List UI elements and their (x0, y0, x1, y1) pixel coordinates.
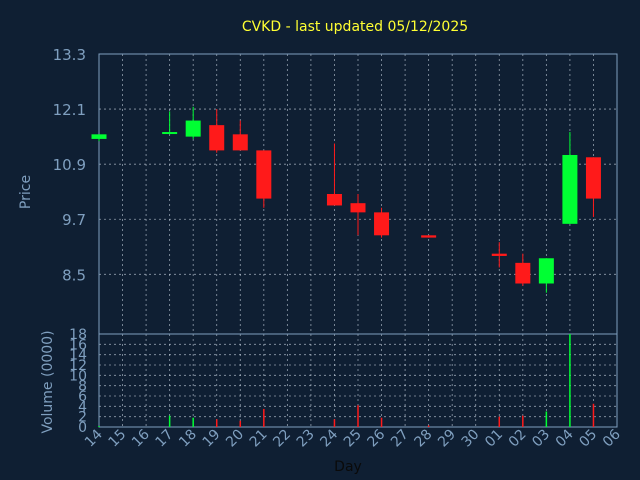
x-tick-label: 29 (435, 427, 459, 451)
x-tick-label: 24 (317, 426, 341, 450)
volume-tick-label: 14 (69, 348, 87, 364)
x-tick-label: 20 (223, 427, 247, 451)
candle-body (232, 134, 248, 151)
price-tick-label: 9.7 (62, 211, 86, 229)
x-tick-label: 05 (576, 427, 600, 451)
volume-tick-label: 10 (69, 368, 87, 384)
price-axis-label: Price (18, 175, 34, 209)
candle-body (256, 150, 272, 199)
price-tick-label: 8.5 (62, 266, 86, 284)
candle-body (209, 125, 225, 151)
price-tick-label: 12.1 (53, 101, 86, 119)
x-tick-label: 27 (388, 427, 412, 451)
candle-body (562, 154, 578, 224)
x-tick-label: 15 (105, 427, 129, 451)
x-tick-label: 06 (600, 426, 624, 450)
volume-tick-label: 18 (69, 327, 87, 343)
x-tick-label: 22 (270, 427, 294, 451)
candle-body (162, 132, 178, 135)
volume-tick-label: 12 (69, 358, 87, 374)
x-tick-label: 21 (247, 427, 271, 451)
price-tick-label: 13.3 (53, 46, 86, 64)
x-tick-label: 03 (529, 427, 553, 451)
x-tick-label: 25 (341, 427, 365, 451)
x-tick-label: 26 (364, 426, 388, 450)
candle-body (585, 157, 601, 199)
volume-tick-label: 8 (78, 379, 87, 395)
volume-tick-label: 6 (78, 389, 87, 405)
candle-body (515, 262, 531, 284)
candle-body (421, 235, 437, 238)
candle-body (326, 194, 342, 206)
x-tick-label: 01 (482, 427, 506, 451)
volume-axis-label: Volume (0000) (40, 330, 56, 433)
candle-body (350, 203, 366, 213)
x-tick-label: 30 (459, 427, 483, 451)
volume-tick-label: 2 (78, 410, 87, 426)
candle-body (374, 212, 390, 236)
x-tick-label: 04 (553, 426, 577, 450)
candle-body (185, 120, 201, 137)
volume-tick-label: 16 (69, 337, 87, 353)
x-tick-label: 16 (129, 426, 153, 450)
volume-tick-label: 0 (78, 420, 87, 436)
x-tick-label: 02 (506, 427, 530, 451)
x-tick-label: 18 (176, 427, 200, 451)
candle-body (91, 134, 107, 139)
chart-title: CVKD - last updated 05/12/2025 (242, 19, 468, 35)
candle-body (491, 253, 507, 256)
volume-tick-label: 4 (78, 399, 87, 415)
x-tick-label: 19 (200, 427, 224, 451)
candle-body (538, 258, 554, 284)
x-tick-label: 28 (412, 427, 436, 451)
x-tick-label: 23 (294, 427, 318, 451)
price-tick-label: 10.9 (53, 156, 86, 174)
x-axis-label: Day (334, 459, 362, 475)
x-tick-label: 17 (153, 427, 177, 451)
